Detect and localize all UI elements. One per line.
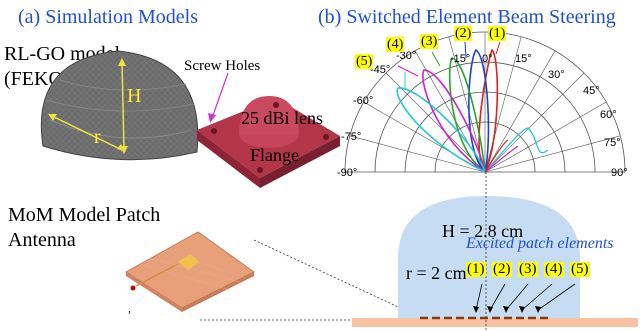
feed-line [135,263,179,287]
angle-label-75: 75° [604,137,621,149]
rlgo-height-label: H [127,85,142,107]
beam-4 [422,69,487,174]
beam-3 [448,57,486,174]
flange-label: Flange [250,145,299,165]
lens-gain-label: 25 dBi lens [241,108,324,128]
angle-label-60: 60° [600,109,617,121]
angle-label-m45: -45° [370,64,390,76]
projection-line-upper [253,239,423,319]
angle-label-30: 30° [548,69,565,81]
rlgo-radius-label: r [94,126,101,148]
mom-patch-model [125,231,255,312]
patch-element [178,254,200,270]
beam-tag-1: (1) [488,26,507,41]
title-simulation-models: (a) Simulation Models [18,6,198,28]
excited-elements-label: Excited patch elements [466,235,614,252]
substrate-layer [352,318,638,327]
angle-label-m60: -60° [353,95,373,107]
angle-label-m75: -75° [341,131,361,143]
beam-5 [396,87,487,174]
height-arrow [121,61,125,151]
angle-label-m15: -15° [450,53,470,65]
lens-cross-section [352,172,638,331]
dome-mesh [40,50,199,161]
angle-label-45: 45° [583,85,600,97]
element-tag-3: (3) [518,261,538,277]
element-tag-4: (4) [544,261,564,277]
lens-height-label: H = 2.8 cm [442,221,524,241]
beam-tag-4: (4) [386,37,405,52]
element-tag-2: (2) [492,261,512,277]
angle-label-m30: -30° [396,50,416,62]
mom-label-line1: MoM Model Patch [8,204,161,226]
element-tag-1: (1) [466,261,486,277]
angle-label-0: 0° [482,53,493,65]
beam-tag-2: (2) [454,26,473,41]
element-tag-5: (5) [570,261,590,277]
lens-dome [239,96,299,134]
angle-label-90: 90° [611,167,628,179]
mom-label-line2: Antenna [8,229,76,251]
lens-profile [398,196,580,320]
angle-label-m90: -90° [337,167,357,179]
angle-label-15: 15° [515,53,532,65]
screw-holes-label: Screw Holes [184,58,261,74]
screw-holes-pointer [211,72,229,119]
patch-substrate [125,231,255,309]
beam-2 [468,48,490,174]
lens-radius-label: r = 2 cm [406,263,467,283]
lens-flange-model [197,72,340,188]
comma-mark: , [128,301,131,315]
rlgo-dome-model [40,50,199,161]
beam-tag-3: (3) [420,34,439,49]
radius-arrow [51,115,123,151]
polar-plot: -90° -75° -60° -45° -30° -15° 0° 15° 30°… [337,31,628,179]
title-beam-steering: (b) Switched Element Beam Steering [318,6,616,28]
beam-tag-5: (5) [355,54,374,69]
